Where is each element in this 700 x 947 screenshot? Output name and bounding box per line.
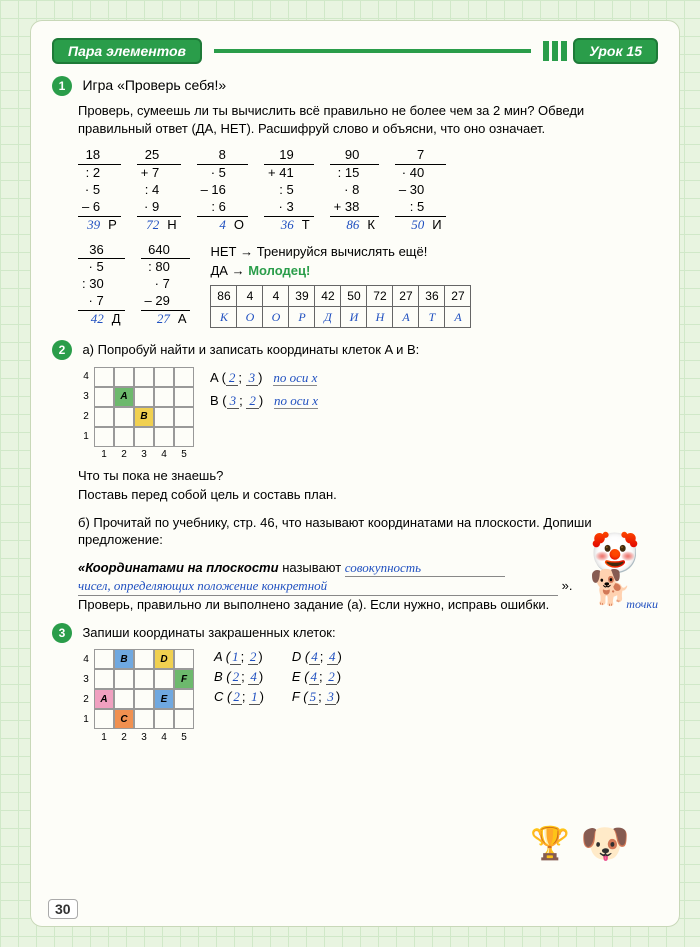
task2-B-label: B ( bbox=[210, 393, 227, 408]
task2-B-y: 2 bbox=[246, 393, 259, 409]
coord-entry: D (4; 4) bbox=[292, 649, 342, 665]
task2-A-y: 3 bbox=[246, 370, 259, 386]
coord-entry: F (5; 3) bbox=[292, 689, 342, 705]
task2-q2: Поставь перед собой цель и составь план. bbox=[78, 486, 658, 504]
calc-column: 18: 2· 5– 639Р bbox=[78, 147, 121, 233]
coord-entry: B (2; 4) bbox=[214, 669, 264, 685]
task2-coords: A (2; 3) по оси x B (3; 2) по оси x bbox=[210, 366, 318, 413]
task1-result-yes-1: ДА → bbox=[210, 263, 244, 278]
header-left: Пара элементов bbox=[52, 38, 202, 64]
task1-title: Игра «Проверь себя!» bbox=[82, 77, 226, 93]
header-stripes bbox=[543, 41, 567, 61]
task1-result-no: НЕТ → Тренируйся вычислять ещё! bbox=[210, 242, 471, 262]
task1-num: 1 bbox=[52, 76, 72, 96]
task1-results: НЕТ → Тренируйся вычислять ещё! ДА → Мол… bbox=[210, 242, 471, 328]
calc-column: 8· 5– 16: 64О bbox=[197, 147, 248, 233]
coord-entry: C (2; 1) bbox=[214, 689, 264, 705]
task2-grid: 43A2B112345 bbox=[78, 367, 194, 463]
calc-column: 7· 40– 30: 550И bbox=[395, 147, 446, 233]
task1-calc-row-2: 36· 5: 30· 742Д 640: 80· 7– 2927А bbox=[78, 242, 190, 328]
dog-illustration-1: 🐕 bbox=[590, 568, 632, 608]
task-3: 3 Запиши координаты закрашенных клеток: … bbox=[52, 623, 658, 745]
page-content: Пара элементов Урок 15 1 Игра «Проверь с… bbox=[30, 20, 680, 927]
task-2: 2 а) Попробуй найти и записать координат… bbox=[52, 340, 658, 613]
task2-A-x: 2 bbox=[226, 370, 239, 386]
task2-A-note: по оси x bbox=[273, 370, 317, 386]
task2-closing: ». bbox=[562, 578, 573, 593]
header-bar: Пара элементов Урок 15 bbox=[52, 38, 658, 64]
page-number: 30 bbox=[48, 899, 78, 919]
task1-text: Проверь, сумеешь ли ты вычислить всё пра… bbox=[78, 102, 658, 137]
calc-column: 36· 5: 30· 742Д bbox=[78, 242, 125, 328]
calc-column: 90: 15· 8+ 3886К bbox=[330, 147, 379, 233]
task3-text: Запиши координаты закрашенных клеток: bbox=[82, 625, 335, 640]
task1-letter-table: 864439425072273627 КООРДИНАТА bbox=[210, 285, 471, 328]
calc-column: 19+ 41: 5· 336Т bbox=[264, 147, 314, 233]
task3-grid: 4BD3F2AE1C12345 bbox=[78, 649, 194, 745]
calc-column: 640: 80· 7– 2927А bbox=[141, 242, 191, 328]
task2-q1: Что ты пока не знаешь? bbox=[78, 467, 658, 485]
coord-entry: A (1; 2) bbox=[214, 649, 264, 665]
task2-hand1: совокупность bbox=[345, 559, 505, 578]
task3-num: 3 bbox=[52, 623, 72, 643]
task2-A-label: A ( bbox=[210, 370, 226, 385]
task-1: 1 Игра «Проверь себя!» Проверь, сумеешь … bbox=[52, 76, 658, 328]
coord-entry: E (4; 2) bbox=[292, 669, 342, 685]
task2-text-b: б) Прочитай по учебнику, стр. 46, что на… bbox=[78, 514, 658, 549]
task2-B-x: 3 bbox=[227, 393, 240, 409]
task2-num: 2 bbox=[52, 340, 72, 360]
task2-check: Проверь, правильно ли выполнено задание … bbox=[78, 597, 549, 612]
task3-coords: A (1; 2) D (4; 4) B (2; 4) E (4; 2) C (2; 1)… bbox=[214, 649, 342, 705]
task1-result-yes-2: Молодец! bbox=[248, 263, 310, 278]
task2-sentence-mid: называют bbox=[282, 560, 341, 575]
task2-hand2: чисел, определяющих положение конкретной bbox=[78, 577, 558, 596]
trophy-illustration: 🏆 bbox=[530, 824, 570, 862]
header-right: Урок 15 bbox=[573, 38, 658, 64]
header-rule bbox=[214, 49, 531, 53]
dog-illustration-2: 🐶 bbox=[580, 820, 630, 867]
task2-sentence-start: «Координатами на плоскости bbox=[78, 560, 279, 575]
calc-column: 25+ 7: 4· 972Н bbox=[137, 147, 181, 233]
task2-B-note: по оси x bbox=[274, 393, 318, 409]
task1-calc-row-1: 18: 2· 5– 639Р 25+ 7: 4· 972Н 8· 5– 16: 64… bbox=[78, 147, 658, 233]
task2-text-a: а) Попробуй найти и записать координаты … bbox=[82, 342, 419, 357]
